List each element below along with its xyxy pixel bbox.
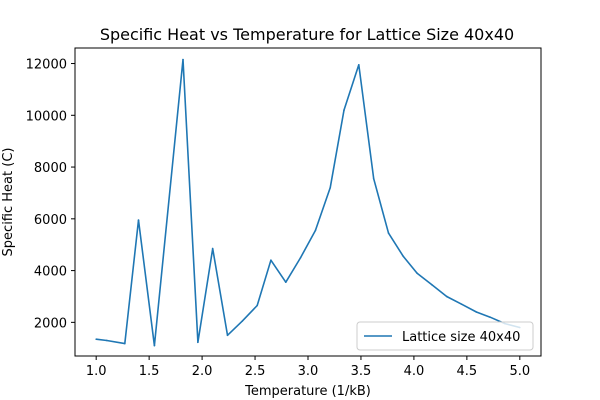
series-layer [95,58,521,347]
data-point [197,341,199,344]
data-point [95,338,97,340]
data-point [343,109,345,111]
data-point [137,219,140,221]
chart-title: Specific Heat vs Temperature for Lattice… [100,25,514,44]
legend-box [356,321,534,351]
x-tick-label: 2.5 [245,364,266,379]
y-axis-label: Specific Heat (C) [1,148,16,257]
data-point [329,186,332,189]
x-tick-label: 1.0 [86,364,107,379]
x-tick-label: 1.5 [139,364,160,379]
data-point [123,342,126,345]
x-tick-label: 4.0 [404,364,425,379]
y-tick-label: 12000 [26,58,67,73]
x-tick-label: 2.0 [192,364,213,379]
data-point [460,303,463,306]
x-axis-label: Temperature (1/kB) [244,384,371,399]
x-axis: 1.0 1.5 2.0 2.5 3.0 3.5 4.0 4.5 5.0 [86,356,530,379]
legend: Lattice size 40x40 [356,321,534,351]
data-point [241,320,244,322]
data-point [211,247,214,250]
data-point [445,295,448,298]
data-point [226,334,229,337]
data-point [314,229,317,232]
y-tick-label: 2000 [34,316,67,331]
y-axis: 2000 4000 6000 8000 10000 12000 [26,58,75,331]
x-tick-label: 5.0 [509,364,530,379]
y-tick-label: 10000 [26,109,67,124]
data-point [402,255,405,258]
x-tick-label: 4.5 [457,364,478,379]
data-point [256,304,258,307]
y-tick-label: 6000 [34,213,67,228]
data-point [284,281,287,284]
data-point [182,58,184,61]
data-point [431,284,433,286]
data-point [489,316,491,318]
data-point [372,177,375,180]
legend-entry-label: Lattice size 40x40 [402,330,520,345]
data-point [270,259,272,262]
y-tick-label: 8000 [34,161,67,176]
x-tick-label: 3.5 [351,364,372,379]
x-tick-label: 3.0 [298,364,319,379]
data-point [416,272,418,274]
series-line-0 [96,58,521,347]
data-point [475,311,478,313]
y-tick-label: 4000 [34,265,67,280]
data-point [387,232,390,234]
data-point [105,339,108,342]
data-point [153,344,156,347]
data-point [299,256,302,259]
data-point [358,64,360,66]
